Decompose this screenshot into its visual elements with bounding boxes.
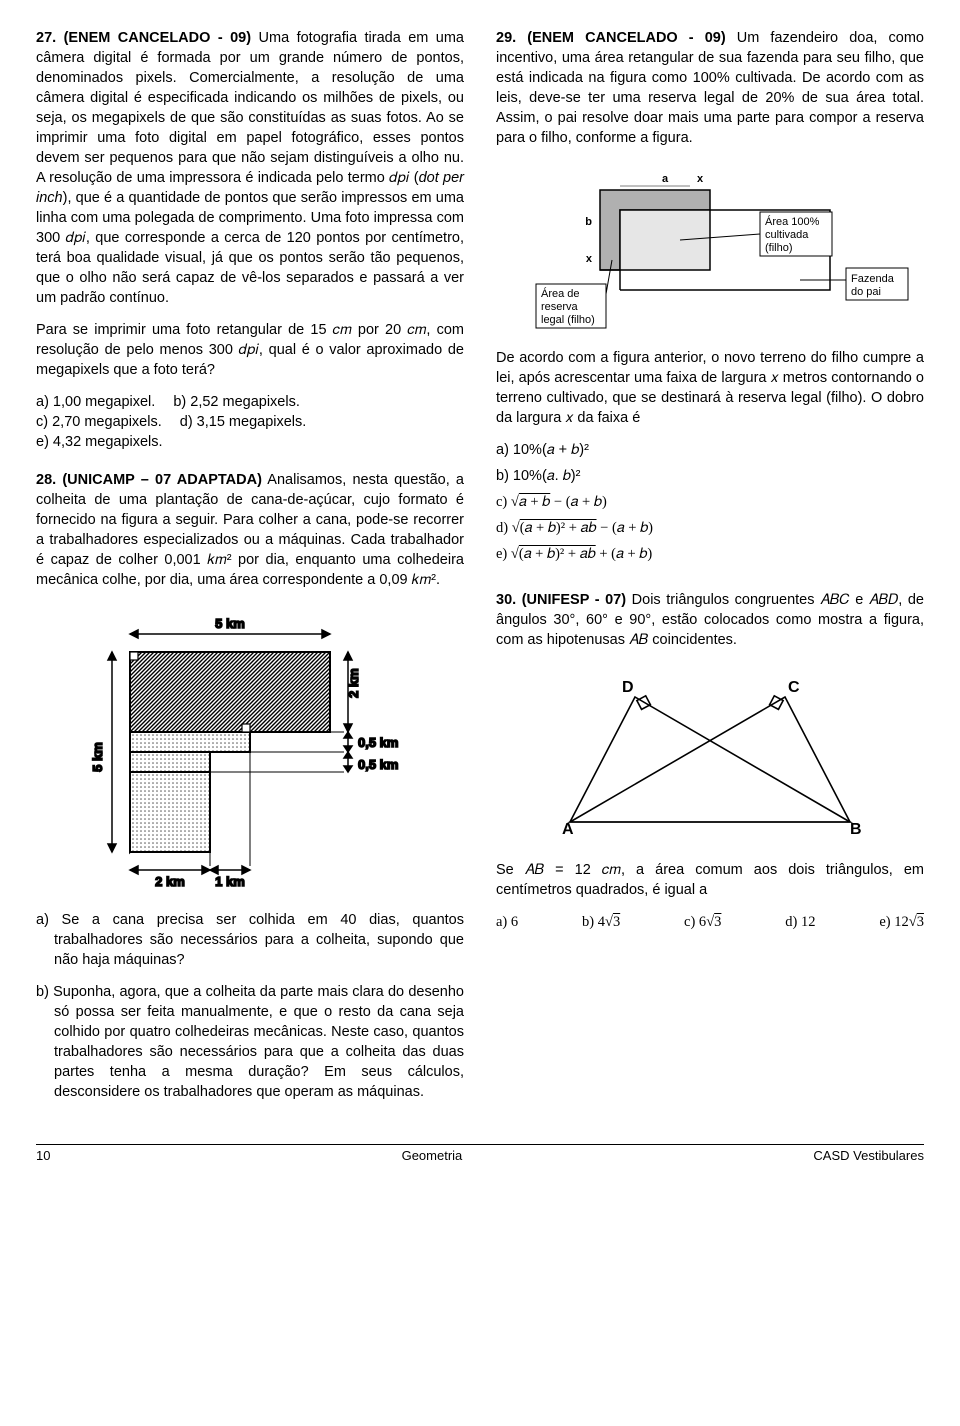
q27-opt-d: d) 3,15 megapixels. (180, 412, 307, 432)
svg-text:reserva: reserva (541, 301, 579, 313)
svg-text:do pai: do pai (851, 286, 881, 298)
q28-body: Analisamos, nesta questão, a colheita de… (36, 472, 464, 588)
footer: 10 Geometria CASD Vestibulares (36, 1144, 924, 1165)
left-column: 27. (ENEM CANCELADO - 09) Uma fotografia… (36, 28, 464, 1114)
q27-text: 27. (ENEM CANCELADO - 09) Uma fotografia… (36, 28, 464, 308)
q30-figure: A B C D (530, 662, 890, 842)
svg-text:legal (filho): legal (filho) (541, 314, 595, 326)
q30-text: 30. (UNIFESP - 07) Dois triângulos congr… (496, 590, 924, 650)
svg-text:x: x (586, 253, 593, 265)
footer-page: 10 (36, 1147, 50, 1165)
svg-text:D: D (622, 679, 634, 696)
svg-text:Área 100%: Área 100% (765, 215, 820, 228)
svg-text:x: x (697, 173, 704, 185)
svg-text:1 km: 1 km (215, 874, 245, 889)
svg-text:5 km: 5 km (90, 742, 105, 772)
svg-text:(filho): (filho) (765, 242, 793, 254)
svg-text:Área de: Área de (541, 287, 580, 300)
q29-opt-d: d) √(𝑎 + 𝑏)² + 𝑎𝑏 − (𝑎 + 𝑏) (496, 518, 924, 538)
q29-opt-a: a) 10%(𝑎 + 𝑏)² (496, 440, 924, 460)
page-columns: 27. (ENEM CANCELADO - 09) Uma fotografia… (36, 28, 924, 1114)
q30-opt-c: c) 6√3 (684, 912, 721, 932)
q27-body: Uma fotografia tirada em uma câmera digi… (36, 30, 464, 306)
svg-text:C: C (788, 679, 800, 696)
svg-text:Fazenda: Fazenda (851, 273, 895, 285)
svg-text:0,5 km: 0,5 km (358, 757, 398, 772)
q29-options: a) 10%(𝑎 + 𝑏)² b) 10%(𝑎. 𝑏)² c) √𝑎 + 𝑏 −… (496, 440, 924, 564)
q28-b: b) Suponha, agora, que a colheita da par… (54, 982, 464, 1102)
svg-text:5 km: 5 km (215, 616, 245, 631)
q29-opt-b: b) 10%(𝑎. 𝑏)² (496, 466, 924, 486)
q29-body2: De acordo com a figura anterior, o novo … (496, 348, 924, 428)
svg-text:0,5 km: 0,5 km (358, 735, 398, 750)
q30-options: a) 6 b) 4√3 c) 6√3 d) 12 e) 12√3 (496, 912, 924, 932)
q27-opt-a: a) 1,00 megapixel. (36, 392, 155, 412)
q27-title: 27. (ENEM CANCELADO - 09) (36, 30, 251, 46)
svg-text:b: b (585, 216, 592, 228)
q30-opt-b: b) 4√3 (582, 912, 620, 932)
svg-text:B: B (850, 821, 862, 838)
svg-text:2 km: 2 km (346, 668, 361, 698)
right-column: 29. (ENEM CANCELADO - 09) Um fazendeiro … (496, 28, 924, 1114)
q27-opt-b: b) 2,52 megapixels. (173, 392, 300, 412)
q28-a: a) Se a cana precisa ser colhida em 40 d… (54, 910, 464, 970)
footer-right: CASD Vestibulares (813, 1147, 924, 1165)
q30-opt-e: e) 12√3 (879, 912, 924, 932)
svg-text:cultivada: cultivada (765, 229, 809, 241)
q30-title: 30. (UNIFESP - 07) (496, 592, 626, 608)
q29-opt-e: e) √(𝑎 + 𝑏)² + 𝑎𝑏 + (𝑎 + 𝑏) (496, 544, 924, 564)
q29-title: 29. (ENEM CANCELADO - 09) (496, 30, 726, 46)
footer-center: Geometria (402, 1147, 463, 1165)
svg-text:a: a (662, 173, 669, 185)
q29-body1: Um fazendeiro doa, como incentivo, uma á… (496, 30, 924, 146)
q29-opt-c: c) √𝑎 + 𝑏 − (𝑎 + 𝑏) (496, 492, 924, 512)
q28-text: 28. (UNICAMP – 07 ADAPTADA) Analisamos, … (36, 470, 464, 590)
q28-title: 28. (UNICAMP – 07 ADAPTADA) (36, 472, 262, 488)
q29-text: 29. (ENEM CANCELADO - 09) Um fazendeiro … (496, 28, 924, 148)
svg-text:2 km: 2 km (155, 874, 185, 889)
q27-options: a) 1,00 megapixel. b) 2,52 megapixels. c… (36, 392, 464, 452)
svg-text:A: A (562, 821, 574, 838)
q29-figure: a x b x Área 100% cultivada (filho) Área… (500, 160, 920, 330)
q30-opt-d: d) 12 (785, 912, 815, 932)
q30-body2: Se 𝐴𝐵 = 12 𝑐𝑚, a área comum aos dois tri… (496, 860, 924, 900)
q30-opt-a: a) 6 (496, 912, 518, 932)
q27-opt-e: e) 4,32 megapixels. (36, 432, 163, 452)
q27-opt-c: c) 2,70 megapixels. (36, 412, 162, 432)
q27-question: Para se imprimir uma foto retangular de … (36, 320, 464, 380)
q28-figure: 5 km 5 km 2 km 0,5 km 0,5 km (80, 602, 420, 892)
